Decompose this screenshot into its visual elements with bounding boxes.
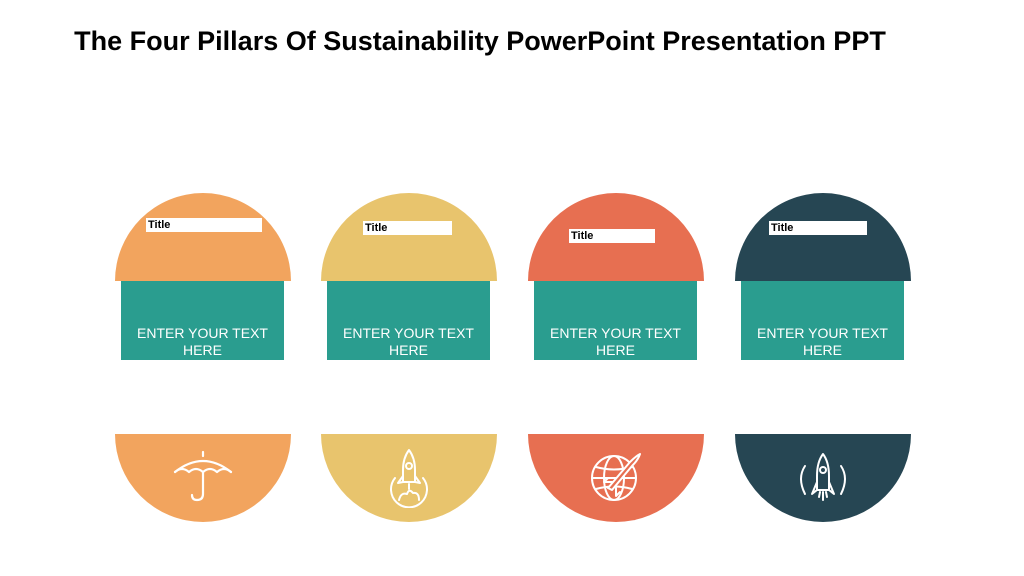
pillar-3-text[interactable]: ENTER YOUR TEXT HERE (550, 325, 681, 358)
pillar-1: Title ENTER YOUR TEXT HERE (115, 0, 291, 576)
pillar-3-title[interactable]: Title (569, 229, 655, 243)
rocket-launch-icon (379, 448, 439, 509)
rocket-icon (793, 448, 853, 508)
pillar-2-text[interactable]: ENTER YOUR TEXT HERE (343, 325, 474, 358)
pillar-4-title[interactable]: Title (769, 221, 867, 235)
pillar-4-text-box: ENTER YOUR TEXT HERE (741, 281, 904, 360)
pillar-2-text-box: ENTER YOUR TEXT HERE (327, 281, 490, 360)
globe-rocket-icon (586, 448, 646, 508)
umbrella-icon (173, 448, 233, 508)
pillar-1-text[interactable]: ENTER YOUR TEXT HERE (137, 325, 268, 358)
pillar-3: Title ENTER YOUR TEXT HERE (528, 0, 704, 576)
pillar-2: Title ENTER YOUR TEXT HERE (321, 0, 497, 576)
pillar-4-text[interactable]: ENTER YOUR TEXT HERE (757, 325, 888, 358)
pillar-3-text-box: ENTER YOUR TEXT HERE (534, 281, 697, 360)
pillar-4-dome (735, 193, 911, 281)
pillar-1-title[interactable]: Title (146, 218, 262, 232)
pillar-4: Title ENTER YOUR TEXT HERE (735, 0, 911, 576)
pillar-2-title[interactable]: Title (363, 221, 452, 235)
pillar-1-text-box: ENTER YOUR TEXT HERE (121, 281, 284, 360)
pillar-1-dome (115, 193, 291, 281)
pillar-2-dome (321, 193, 497, 281)
slide-title: The Four Pillars Of Sustainability Power… (74, 26, 886, 56)
